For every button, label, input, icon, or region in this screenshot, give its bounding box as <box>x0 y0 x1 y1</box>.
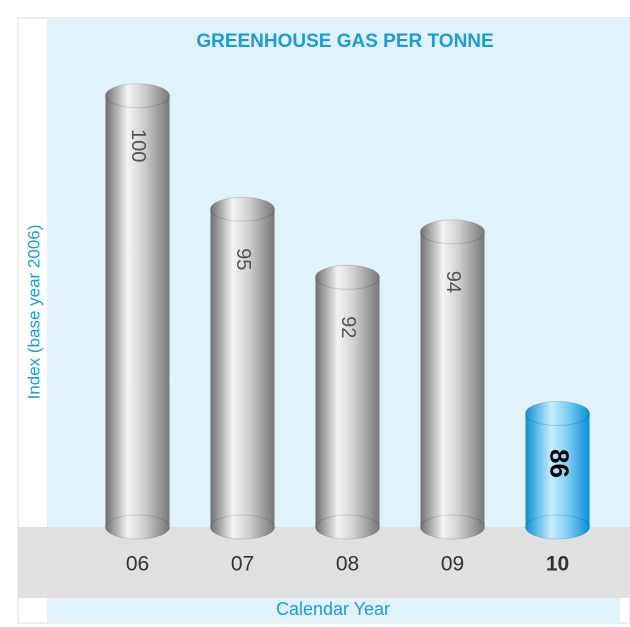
category-band <box>18 527 630 598</box>
bar-top <box>315 264 380 290</box>
bar-base <box>210 514 275 540</box>
x-label-band <box>47 598 620 622</box>
bar-base <box>315 514 380 540</box>
bar-top <box>105 83 170 109</box>
bar-top <box>525 401 590 426</box>
bar-top <box>210 196 275 222</box>
bar-body <box>105 95 170 539</box>
x-axis-label: Calendar Year <box>276 599 390 619</box>
bar-base <box>525 514 590 540</box>
bar-body <box>420 231 485 539</box>
bar: 95 <box>210 196 275 540</box>
value-label: 95 <box>232 248 254 270</box>
bar: 86 <box>525 401 590 540</box>
y-axis-label: Index (base year 2006) <box>24 225 43 400</box>
bar-body <box>525 413 590 539</box>
x-tick-label: 10 <box>546 553 569 576</box>
x-tick-label: 09 <box>441 553 464 576</box>
bar: 100 <box>105 83 170 540</box>
x-tick-label: 07 <box>231 553 254 576</box>
x-tick-label: 06 <box>126 553 149 576</box>
bar-top <box>420 219 485 245</box>
bar-body <box>210 209 275 539</box>
bar-base <box>105 514 170 540</box>
bar: 92 <box>315 264 380 540</box>
bar-body <box>315 277 380 539</box>
value-label: 94 <box>442 271 464 293</box>
value-label: 86 <box>545 449 575 478</box>
chart-title: GREENHOUSE GAS PER TONNE <box>196 31 493 52</box>
x-tick-label: 08 <box>336 553 359 576</box>
value-label: 100 <box>127 129 149 162</box>
value-label: 92 <box>337 316 359 338</box>
bar-base <box>420 514 485 540</box>
bar: 94 <box>420 219 485 540</box>
